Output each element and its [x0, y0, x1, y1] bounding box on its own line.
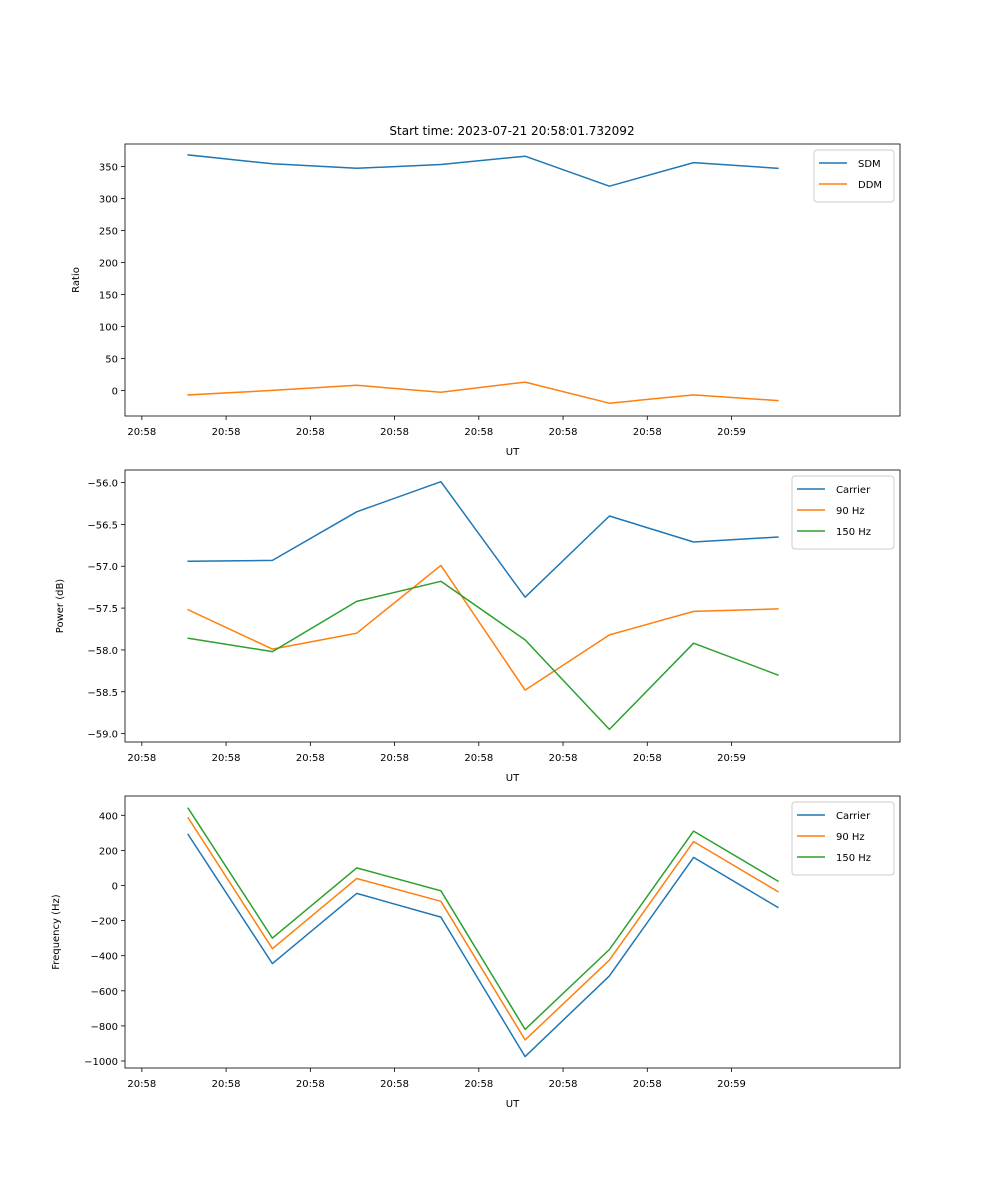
legend-label: DDM [858, 180, 882, 191]
x-axis-label: UT [506, 773, 520, 784]
x-axis-label: UT [506, 447, 520, 458]
y-tick-label: −57.5 [87, 604, 118, 615]
y-tick-label: 200 [99, 258, 118, 269]
panel-2: 20:58 20:58 20:58 20:58 20:58 20:58 20:58 20:59… [55, 469, 901, 784]
legend-label: 150 Hz [836, 853, 871, 864]
x-tick-label: 20:58 [464, 1079, 493, 1090]
x-tick-label: 20:58 [127, 427, 156, 438]
x-tick-label: 20:58 [549, 753, 578, 764]
x-tick-label: 20:58 [212, 1079, 241, 1090]
x-tick-label: 20:58 [633, 1079, 662, 1090]
x-tick-label: 20:58 [127, 1079, 156, 1090]
y-tick-label: −200 [91, 917, 118, 928]
panel-1: 20:58 20:58 20:58 20:58 20:58 20:58 20:58 20:59… [71, 143, 901, 458]
x-tick-label: 20:58 [296, 427, 325, 438]
axes-frame [124, 469, 901, 743]
y-tick-label: −56.0 [87, 479, 118, 490]
y-tick-label: 200 [99, 846, 118, 857]
y-tick-label: 250 [99, 226, 118, 237]
x-tick-label: 20:58 [296, 1079, 325, 1090]
series-line-90-hz [187, 816, 779, 1041]
series-line-90-hz [187, 564, 779, 691]
y-tick-label: −600 [91, 987, 118, 998]
x-axis-label: UT [506, 1099, 520, 1110]
x-tick-label: 20:58 [212, 753, 241, 764]
series-line-150-hz [187, 807, 779, 1031]
x-tick-label: 20:58 [380, 427, 409, 438]
x-tick-label: 20:59 [717, 753, 746, 764]
legend-label: 90 Hz [836, 832, 865, 843]
y-axis-label: Frequency (Hz) [51, 894, 62, 970]
x-tick-label: 20:58 [296, 753, 325, 764]
y-tick-label: −58.5 [87, 688, 118, 699]
x-tick-label: 20:58 [380, 1079, 409, 1090]
series-line-150-hz [187, 580, 779, 731]
y-tick-label: −58.0 [87, 646, 118, 657]
y-tick-label: 300 [99, 194, 118, 205]
legend: SDM DDM [813, 149, 895, 203]
y-tick-label: −800 [91, 1022, 118, 1033]
series-line-sdm [187, 154, 779, 187]
series-line-ddm [187, 381, 779, 404]
x-tick-label: 20:58 [380, 753, 409, 764]
legend-label: Carrier [836, 811, 871, 822]
figure-title: Start time: 2023-07-21 20:58:01.732092 [389, 124, 634, 138]
y-tick-label: −57.0 [87, 562, 118, 573]
y-axis-label: Ratio [71, 267, 82, 293]
panel-3: 20:58 20:58 20:58 20:58 20:58 20:58 20:58 20:59… [51, 795, 901, 1110]
y-tick-label: −59.0 [87, 730, 118, 741]
y-tick-label: 400 [99, 811, 118, 822]
y-tick-label: 0 [112, 386, 118, 397]
series-line-carrier [187, 833, 779, 1058]
x-tick-label: 20:58 [127, 753, 156, 764]
axes-frame [124, 143, 901, 417]
y-tick-label: 100 [99, 322, 118, 333]
y-tick-label: 350 [99, 162, 118, 173]
legend-box [813, 149, 895, 203]
x-tick-label: 20:58 [212, 427, 241, 438]
legend-label: 90 Hz [836, 506, 865, 517]
legend: Carrier 90 Hz 150 Hz [791, 801, 895, 876]
legend-label: SDM [858, 159, 881, 170]
y-tick-label: 0 [112, 881, 118, 892]
y-tick-label: −56.5 [87, 520, 118, 531]
legend-label: 150 Hz [836, 527, 871, 538]
y-axis-label: Power (dB) [55, 579, 66, 634]
x-tick-label: 20:58 [464, 427, 493, 438]
y-tick-label: −400 [91, 952, 118, 963]
x-tick-label: 20:58 [549, 427, 578, 438]
y-tick-label: −1000 [84, 1057, 118, 1068]
x-tick-label: 20:58 [464, 753, 493, 764]
y-tick-label: 50 [105, 354, 118, 365]
panels: 20:58 20:58 20:58 20:58 20:58 20:58 20:58 20:59… [51, 143, 901, 1110]
x-tick-label: 20:58 [549, 1079, 578, 1090]
legend-label: Carrier [836, 485, 871, 496]
x-tick-label: 20:58 [633, 427, 662, 438]
series-line-carrier [187, 480, 779, 598]
y-tick-label: 150 [99, 290, 118, 301]
x-tick-label: 20:59 [717, 1079, 746, 1090]
x-tick-label: 20:58 [633, 753, 662, 764]
axes-frame [124, 795, 901, 1069]
legend: Carrier 90 Hz 150 Hz [791, 475, 895, 550]
x-tick-label: 20:59 [717, 427, 746, 438]
